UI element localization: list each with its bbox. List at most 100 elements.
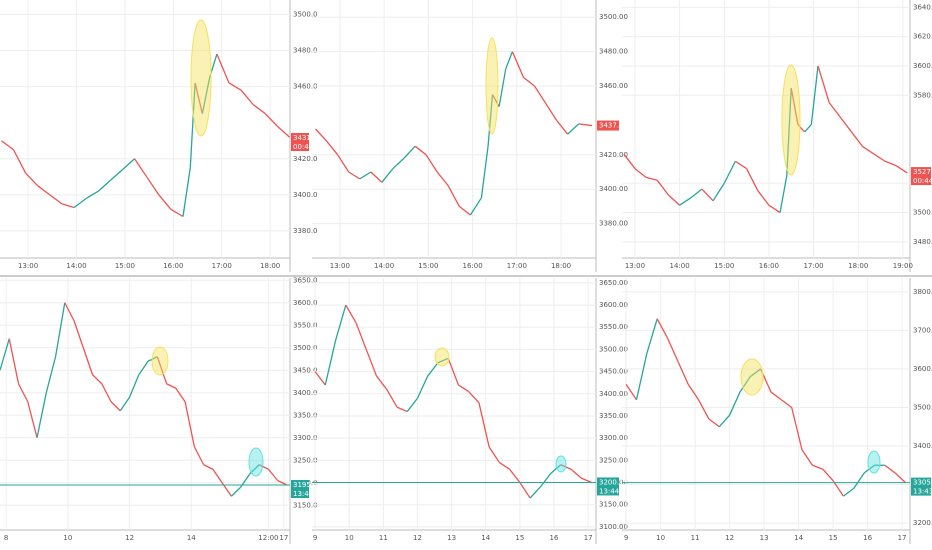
x-tick-label: 10 xyxy=(656,534,665,542)
x-tick-label: 16:00 xyxy=(462,262,482,270)
x-tick-label: 9 xyxy=(624,534,628,542)
price-segment xyxy=(101,383,112,403)
price-segment xyxy=(182,167,191,217)
price-segment xyxy=(701,188,714,202)
price-segment xyxy=(85,190,99,200)
x-tick-label: 15:00 xyxy=(115,262,135,270)
x-tick-label: 13:00 xyxy=(18,262,38,270)
x-tick-label: 14 xyxy=(187,534,196,542)
countdown-label: 13:43 xyxy=(293,490,313,498)
price-tag xyxy=(597,477,619,496)
price-segment xyxy=(370,171,383,183)
price-segment xyxy=(230,486,242,497)
y-tick-label: 3600.0 xyxy=(913,62,932,70)
price-segment xyxy=(252,104,266,115)
price-segment xyxy=(801,449,813,466)
price-segment xyxy=(375,375,388,390)
x-tick-label: 17 xyxy=(279,534,288,542)
y-tick-label: 3380.0 xyxy=(293,227,318,235)
highlight xyxy=(555,455,567,473)
y-tick-label: 3600.0 xyxy=(293,299,318,307)
price-segment xyxy=(634,168,647,178)
price-segment xyxy=(578,123,593,127)
price-segment xyxy=(745,168,759,191)
y-tick-label: 3800.0 xyxy=(913,288,932,296)
y-tick-label: 3420.00 xyxy=(599,151,628,159)
countdown-label: 13:44 xyxy=(599,487,620,495)
price-tag-label: 3200.19 xyxy=(599,478,628,486)
price-segment xyxy=(212,468,223,484)
price-segment xyxy=(635,353,648,400)
price-segment xyxy=(677,360,689,385)
price-segment xyxy=(193,446,205,466)
price-segment xyxy=(264,113,278,127)
countdown-label: 00:44 xyxy=(913,177,932,185)
x-tick-label: 19:00 xyxy=(893,262,913,270)
highlight xyxy=(248,447,264,477)
price-segment xyxy=(523,76,535,87)
y-tick-label: 3350.00 xyxy=(599,412,628,420)
x-tick-label: 15 xyxy=(515,534,524,542)
price-segment xyxy=(216,53,230,84)
y-tick-label: 3450.00 xyxy=(599,368,628,376)
y-tick-label: 3460.00 xyxy=(599,82,628,90)
price-segment xyxy=(414,145,427,156)
price-segment xyxy=(757,190,770,206)
price-segment xyxy=(511,51,525,78)
price-segment xyxy=(45,356,57,393)
price-segment xyxy=(519,482,531,499)
highlight xyxy=(867,450,881,474)
price-segment xyxy=(509,468,521,483)
price-tag xyxy=(911,477,931,496)
x-tick-label: 13:00 xyxy=(625,262,645,270)
price-segment xyxy=(406,397,418,412)
y-tick-label: 3450.0 xyxy=(293,366,318,374)
x-tick-label: 18:00 xyxy=(260,262,280,270)
price-segment xyxy=(712,182,725,202)
y-tick-label: 3640.0 xyxy=(913,3,932,11)
price-tag-label: 3305.0 xyxy=(913,479,932,487)
x-tick-label: 11 xyxy=(691,534,700,542)
price-segment xyxy=(8,338,20,384)
y-tick-label: 3620.0 xyxy=(913,33,932,41)
price-segment xyxy=(138,360,149,376)
price-segment xyxy=(768,204,781,214)
x-tick-label: 13 xyxy=(760,534,769,542)
y-tick-label: 3500.0 xyxy=(913,403,932,411)
price-segment xyxy=(146,176,160,196)
price-segment xyxy=(770,391,782,401)
price-segment xyxy=(498,68,507,107)
price-segment xyxy=(645,176,658,181)
highlight xyxy=(190,19,212,137)
price-segment xyxy=(786,87,792,176)
y-tick-label: 3480.00 xyxy=(599,48,628,56)
price-tag-label: 3431.5 xyxy=(293,134,318,142)
price-segment xyxy=(625,383,638,401)
price-tag-label: 3527.6 xyxy=(913,168,932,176)
x-tick-label: 13:00 xyxy=(330,262,350,270)
y-tick-label: 3500.00 xyxy=(599,345,628,353)
price-segment xyxy=(480,146,489,198)
price-segment xyxy=(355,322,367,350)
price-segment xyxy=(334,304,347,341)
price-segment xyxy=(240,89,254,106)
price-segment xyxy=(134,158,148,178)
price-segment xyxy=(0,338,10,371)
price-segment xyxy=(326,140,339,156)
price-tag-label: 3437.00 xyxy=(599,122,628,130)
price-segment xyxy=(539,473,552,488)
y-tick-label: 3550.0 xyxy=(293,321,318,329)
y-tick-label: 3150.00 xyxy=(599,501,628,509)
countdown-label: 13:43 xyxy=(913,488,932,496)
y-tick-label: 3350.0 xyxy=(293,411,318,419)
x-tick-label: 16:00 xyxy=(759,262,779,270)
x-tick-label: 17 xyxy=(898,534,907,542)
price-segment xyxy=(436,171,449,187)
price-tag xyxy=(597,120,619,131)
price-segment xyxy=(277,479,288,486)
price-segment xyxy=(175,387,186,403)
x-tick-label: 14:00 xyxy=(670,262,690,270)
price-segment xyxy=(73,320,84,348)
y-tick-label: 3300.0 xyxy=(293,434,318,442)
price-segment xyxy=(267,468,279,481)
